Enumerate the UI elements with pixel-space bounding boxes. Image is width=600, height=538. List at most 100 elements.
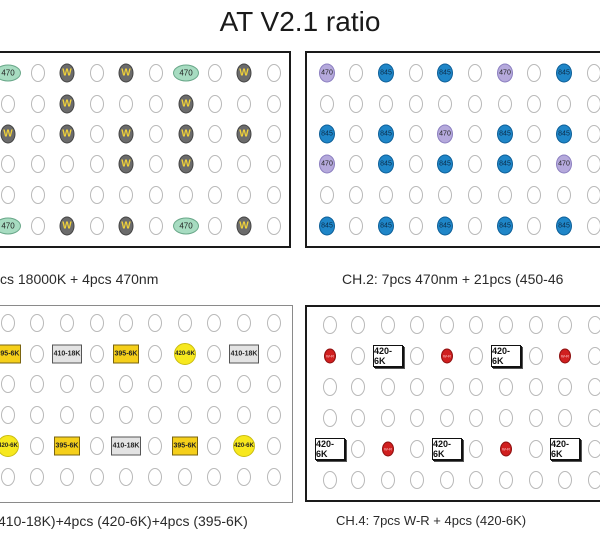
led-empty bbox=[323, 409, 337, 427]
led-empty bbox=[148, 375, 162, 393]
led-empty bbox=[267, 437, 281, 455]
led-empty bbox=[409, 217, 423, 235]
led-empty bbox=[468, 125, 482, 143]
led-410-18k: 410-18K bbox=[111, 436, 141, 456]
led-empty bbox=[558, 316, 572, 334]
led-empty bbox=[588, 471, 600, 489]
led-empty bbox=[351, 409, 365, 427]
led-empty bbox=[381, 316, 395, 334]
led-empty bbox=[90, 406, 104, 424]
led-18000k: W bbox=[236, 124, 252, 144]
led-empty bbox=[587, 155, 600, 173]
led-empty bbox=[90, 217, 104, 235]
caption-ch2: CH.2: 7pcs 470nm + 21pcs (450-46 bbox=[342, 271, 564, 287]
led-empty bbox=[351, 378, 365, 396]
led-empty bbox=[148, 406, 162, 424]
led-empty bbox=[149, 155, 163, 173]
led-w-r: W-R bbox=[324, 348, 336, 364]
led-18000k: W bbox=[178, 124, 194, 144]
led-18000k: W bbox=[178, 94, 194, 114]
led-empty bbox=[410, 378, 424, 396]
led-empty bbox=[440, 471, 454, 489]
led-empty bbox=[349, 95, 363, 113]
led-empty bbox=[440, 378, 454, 396]
led-empty bbox=[30, 345, 44, 363]
led-empty bbox=[323, 378, 337, 396]
led-empty bbox=[498, 186, 512, 204]
led-empty bbox=[267, 125, 281, 143]
led-empty bbox=[587, 95, 600, 113]
led-empty bbox=[351, 316, 365, 334]
led-empty bbox=[30, 406, 44, 424]
led-empty bbox=[1, 314, 15, 332]
led-470nm: 470 bbox=[0, 217, 21, 235]
led-empty bbox=[90, 468, 104, 486]
led-empty bbox=[469, 440, 483, 458]
led-empty bbox=[30, 375, 44, 393]
led-18000k: W bbox=[59, 216, 75, 236]
led-empty bbox=[1, 186, 15, 204]
led-empty bbox=[438, 95, 452, 113]
led-empty bbox=[527, 64, 541, 82]
led-w-r: W-R bbox=[559, 348, 571, 364]
led-empty bbox=[208, 155, 222, 173]
led-empty bbox=[60, 314, 74, 332]
led-395-6k: 395-6K bbox=[54, 436, 80, 456]
led-18000k: W bbox=[0, 124, 16, 144]
led-420-6k: 420-6K bbox=[315, 438, 345, 460]
led-empty bbox=[267, 186, 281, 204]
led-empty bbox=[410, 316, 424, 334]
led-empty bbox=[529, 347, 543, 365]
led-845: 845 bbox=[556, 124, 572, 144]
panel-ch2: 470 845 845 470 845 845 845 470 845 845 470 845 845 8… bbox=[305, 51, 600, 248]
led-empty bbox=[90, 95, 104, 113]
led-empty bbox=[90, 125, 104, 143]
led-empty bbox=[527, 155, 541, 173]
led-empty bbox=[529, 409, 543, 427]
led-empty bbox=[31, 186, 45, 204]
led-empty bbox=[349, 64, 363, 82]
led-empty bbox=[557, 95, 571, 113]
led-845: 845 bbox=[556, 63, 572, 83]
led-395-6k: 395-6K bbox=[113, 344, 139, 364]
led-empty bbox=[410, 440, 424, 458]
led-18000k: W bbox=[118, 154, 134, 174]
led-845: 845 bbox=[378, 124, 394, 144]
caption-ch4: CH.4: 7pcs W-R + 4pcs (420-6K) bbox=[336, 513, 527, 528]
led-empty bbox=[409, 155, 423, 173]
led-empty bbox=[207, 375, 221, 393]
led-empty bbox=[499, 471, 513, 489]
led-845: 845 bbox=[378, 154, 394, 174]
led-empty bbox=[527, 95, 541, 113]
led-empty bbox=[237, 155, 251, 173]
led-empty bbox=[588, 316, 600, 334]
led-empty bbox=[178, 468, 192, 486]
led-420-6k: 420-6K bbox=[432, 438, 462, 460]
led-empty bbox=[267, 314, 281, 332]
led-empty bbox=[349, 155, 363, 173]
led-empty bbox=[267, 217, 281, 235]
led-empty bbox=[498, 95, 512, 113]
led-empty bbox=[31, 95, 45, 113]
led-845: 845 bbox=[497, 216, 513, 236]
led-empty bbox=[149, 64, 163, 82]
led-empty bbox=[469, 316, 483, 334]
led-empty bbox=[323, 471, 337, 489]
led-845: 845 bbox=[319, 124, 335, 144]
led-empty bbox=[469, 471, 483, 489]
led-empty bbox=[90, 314, 104, 332]
led-empty bbox=[587, 64, 600, 82]
led-empty bbox=[468, 95, 482, 113]
led-empty bbox=[409, 95, 423, 113]
led-empty bbox=[469, 378, 483, 396]
led-empty bbox=[237, 375, 251, 393]
led-empty bbox=[588, 347, 600, 365]
led-empty bbox=[179, 186, 193, 204]
led-empty bbox=[207, 314, 221, 332]
led-empty bbox=[468, 217, 482, 235]
led-empty bbox=[208, 64, 222, 82]
led-empty bbox=[349, 125, 363, 143]
led-470nm: 470 bbox=[319, 63, 335, 83]
led-empty bbox=[587, 186, 600, 204]
led-420-6k: 420-6K bbox=[550, 438, 580, 460]
